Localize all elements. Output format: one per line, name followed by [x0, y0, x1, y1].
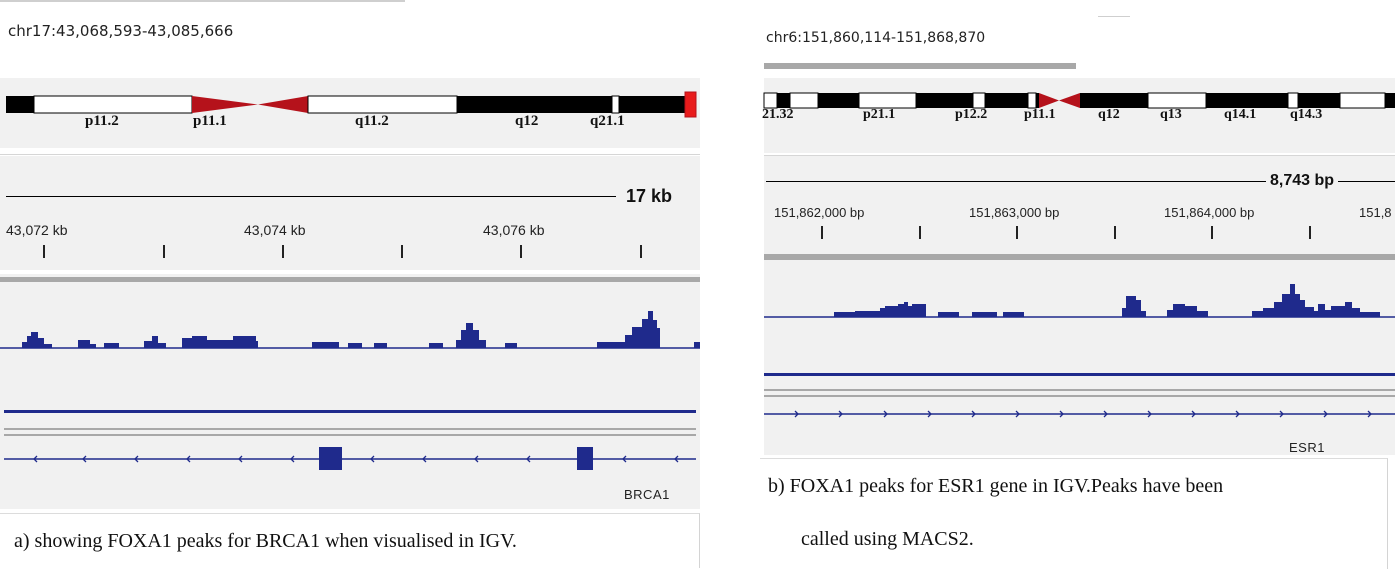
igv-panel-esr1: chr6:151,860,114-151,868,870 21.32 p21.1…: [760, 0, 1395, 575]
peak-calls-track[interactable]: [4, 410, 696, 413]
divider: [0, 154, 700, 155]
scale-line: [6, 196, 616, 197]
band-label: p11.1: [193, 113, 227, 129]
ruler-label: 151,8: [1359, 205, 1392, 220]
band-label: p12.2: [955, 107, 988, 122]
ruler-tick: [43, 245, 45, 258]
band-label: p21.1: [863, 107, 896, 122]
ruler-tick: [401, 245, 403, 258]
band-label: p11.1: [1024, 107, 1056, 122]
ruler-tick: [163, 245, 165, 258]
scale-line: [766, 181, 1395, 182]
window-top-border: [0, 0, 405, 2]
divider: [764, 155, 1395, 156]
scale-label: 8,743 bp: [1266, 172, 1339, 190]
ruler-tick: [1114, 226, 1116, 239]
caption-box: [760, 458, 1388, 569]
gene-label: ESR1: [1289, 440, 1325, 455]
brca1-gene-model[interactable]: [0, 440, 700, 480]
ruler-tick: [919, 226, 921, 239]
track-separator: [764, 389, 1395, 391]
data-panel: [764, 253, 1395, 455]
ruler-tick: [1211, 226, 1213, 239]
ruler-tick: [821, 226, 823, 239]
band-label: 21.32: [762, 107, 794, 122]
esr1-gene-model[interactable]: [760, 400, 1395, 430]
ruler-label: 151,862,000 bp: [774, 205, 865, 220]
band-label: q14.3: [1290, 107, 1323, 122]
band-label: q21.1: [590, 113, 625, 129]
ruler-label: 151,864,000 bp: [1164, 205, 1255, 220]
ruler-track: [0, 156, 700, 270]
band-label: q13: [1160, 107, 1182, 122]
band-label: q11.2: [355, 113, 389, 129]
window-top-border: [1098, 16, 1130, 17]
gene-label: BRCA1: [624, 487, 670, 502]
caption-b-line2: called using MACS2.: [801, 528, 974, 550]
ruler-tick: [282, 245, 284, 258]
ruler-tick: [1309, 226, 1311, 239]
foxa1-coverage-track[interactable]: [0, 300, 700, 350]
track-separator: [4, 434, 696, 436]
caption-b-line1: b) FOXA1 peaks for ESR1 gene in IGV.Peak…: [768, 475, 1224, 497]
locus-underline: [764, 63, 1076, 69]
track-separator: [4, 428, 696, 430]
locus-box[interactable]: chr6:151,860,114-151,868,870: [766, 30, 986, 46]
band-label: q12: [515, 113, 539, 129]
caption-a: a) showing FOXA1 peaks for BRCA1 when vi…: [14, 530, 517, 552]
igv-panel-brca1: chr17:43,068,593-43,085,666 p11.2 p11.1 …: [0, 0, 700, 568]
track-separator: [764, 254, 1395, 260]
band-label: q14.1: [1224, 107, 1257, 122]
locus-box[interactable]: chr17:43,068,593-43,085,666: [8, 22, 234, 40]
ruler-tick: [520, 245, 522, 258]
ideogram-track: [764, 78, 1395, 153]
ruler-label: 43,074 kb: [244, 222, 306, 238]
ruler-tick: [640, 245, 642, 258]
scale-label: 17 kb: [622, 186, 677, 207]
caption-box: [0, 513, 700, 568]
band-label: p11.2: [85, 113, 119, 129]
ruler-label: 43,076 kb: [483, 222, 545, 238]
foxa1-coverage-track[interactable]: [760, 280, 1395, 320]
track-separator: [764, 395, 1395, 397]
band-label: q12: [1098, 107, 1120, 122]
ruler-tick: [1016, 226, 1018, 239]
track-separator: [0, 277, 700, 282]
chromosome-ideogram[interactable]: [760, 78, 1395, 153]
chromosome-ideogram[interactable]: [0, 78, 700, 148]
ruler-label: 43,072 kb: [6, 222, 68, 238]
peak-calls-track[interactable]: [764, 373, 1395, 376]
ruler-label: 151,863,000 bp: [969, 205, 1060, 220]
